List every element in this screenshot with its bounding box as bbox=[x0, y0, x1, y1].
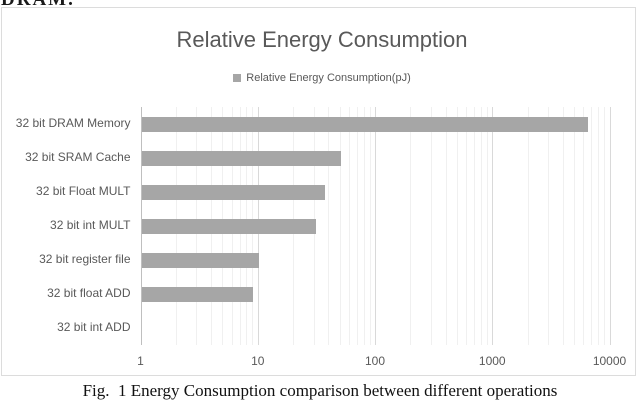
x-tick-label: 1000 bbox=[478, 354, 506, 368]
minor-gridline bbox=[598, 107, 600, 345]
figure-caption: Fig. 1 Energy Consumption comparison bet… bbox=[82, 381, 558, 400]
clipped-paragraph-text: DRAM. bbox=[1, 0, 75, 11]
major-gridline bbox=[375, 107, 376, 345]
minor-gridline bbox=[548, 107, 550, 345]
category-label: 32 bit register file bbox=[39, 252, 131, 266]
bar bbox=[141, 116, 588, 132]
minor-gridline bbox=[480, 107, 482, 345]
minor-gridline bbox=[356, 107, 358, 345]
category-label: 32 bit SRAM Cache bbox=[25, 150, 131, 164]
category-label: 32 bit Float MULT bbox=[36, 184, 131, 198]
minor-gridline bbox=[456, 107, 458, 345]
minor-gridline bbox=[363, 107, 365, 345]
minor-gridline bbox=[348, 107, 350, 345]
bar bbox=[141, 286, 254, 302]
minor-gridline bbox=[430, 107, 432, 345]
minor-gridline bbox=[486, 107, 488, 345]
category-label: 32 bit float ADD bbox=[47, 286, 131, 300]
category-label: 32 bit DRAM Memory bbox=[15, 116, 131, 130]
x-tick-label: 1 bbox=[137, 354, 144, 368]
category-label: 32 bit int ADD bbox=[57, 320, 131, 334]
minor-gridline bbox=[474, 107, 476, 345]
x-tick-label: 10 bbox=[251, 354, 265, 368]
chart-title: Relative Energy Consumption bbox=[176, 27, 468, 52]
minor-gridline bbox=[445, 107, 447, 345]
minor-gridline bbox=[574, 107, 576, 345]
x-tick-label: 100 bbox=[364, 354, 386, 368]
minor-gridline bbox=[466, 107, 468, 345]
bar bbox=[141, 184, 326, 200]
minor-gridline bbox=[591, 107, 593, 345]
bar bbox=[141, 150, 341, 166]
legend-label: Relative Energy Consumption(pJ) bbox=[246, 72, 411, 84]
minor-gridline bbox=[328, 107, 330, 345]
major-gridline bbox=[492, 107, 494, 345]
x-tick-label: 10000 bbox=[592, 354, 627, 368]
bar bbox=[141, 252, 259, 268]
minor-gridline bbox=[583, 107, 585, 345]
minor-gridline bbox=[562, 107, 564, 345]
category-label: 32 bit int MULT bbox=[50, 218, 131, 232]
bar bbox=[141, 218, 317, 234]
legend-swatch-icon bbox=[233, 74, 242, 82]
minor-gridline bbox=[369, 107, 371, 345]
minor-gridline bbox=[339, 107, 341, 345]
y-axis-line bbox=[140, 107, 142, 345]
minor-gridline bbox=[604, 107, 606, 345]
chart-frame: Relative Energy Consumption Relative Ene… bbox=[1, 7, 636, 376]
minor-gridline bbox=[527, 107, 529, 345]
minor-gridline bbox=[410, 107, 412, 345]
major-gridline bbox=[609, 107, 611, 345]
chart-legend: Relative Energy Consumption(pJ) bbox=[2, 72, 640, 84]
